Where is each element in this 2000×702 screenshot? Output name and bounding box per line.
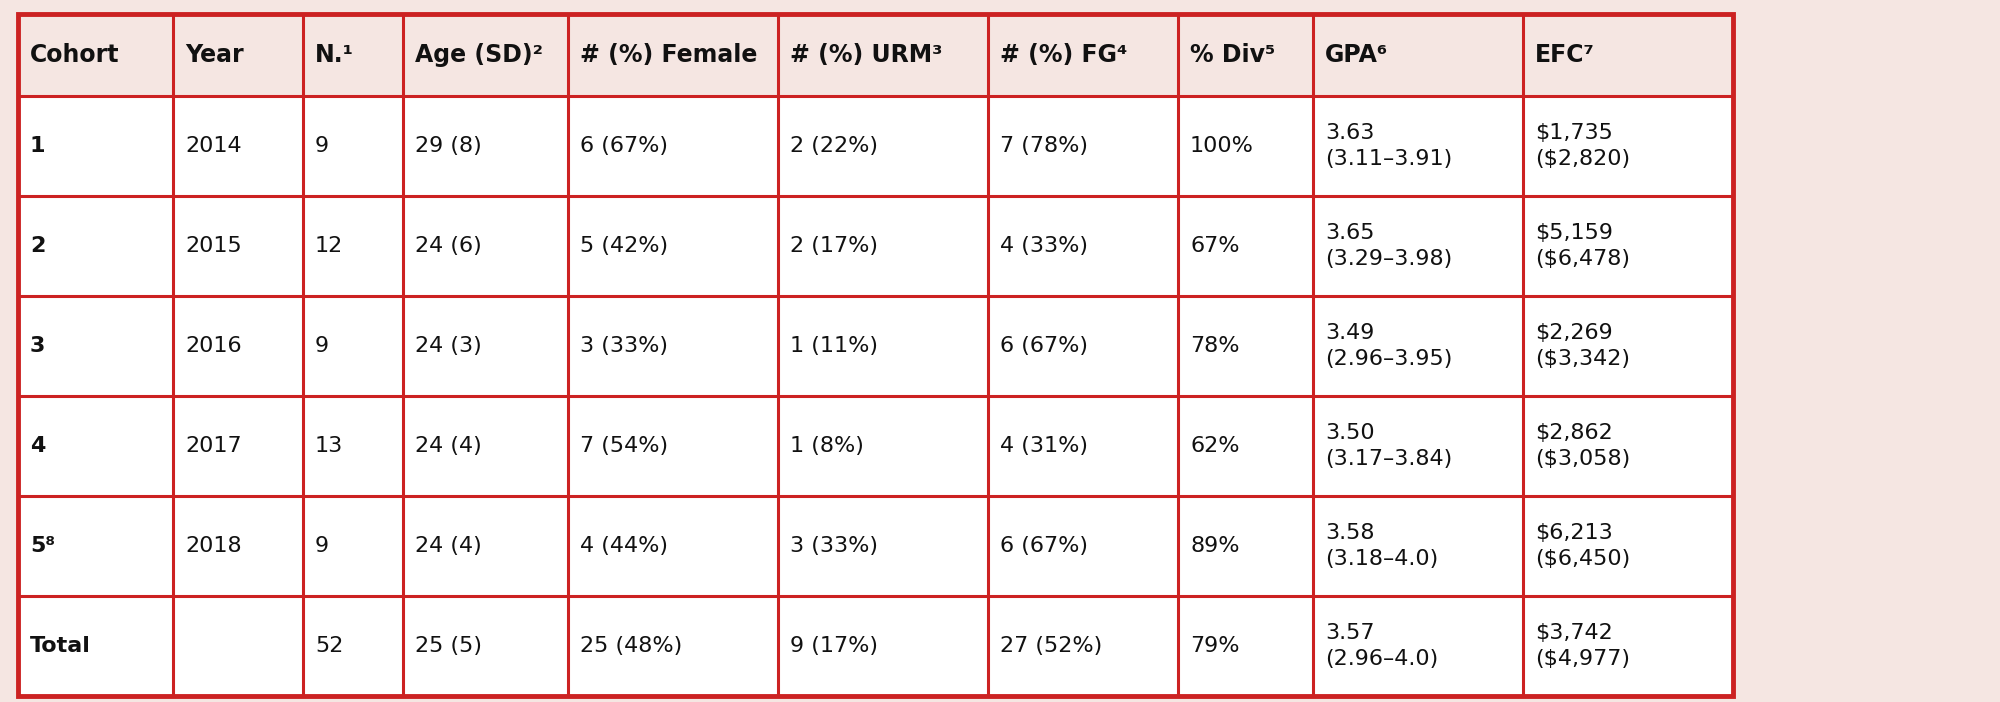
Text: 25 (48%): 25 (48%) (580, 636, 682, 656)
Text: 24 (4): 24 (4) (416, 536, 482, 556)
Text: 79%: 79% (1190, 636, 1240, 656)
Text: 2017: 2017 (184, 436, 242, 456)
Text: 3.58
(3.18–4.0): 3.58 (3.18–4.0) (1324, 523, 1438, 569)
Text: 100%: 100% (1190, 136, 1254, 156)
Text: 24 (3): 24 (3) (416, 336, 482, 356)
Text: 5 (42%): 5 (42%) (580, 236, 668, 256)
Text: % Div⁵: % Div⁵ (1190, 43, 1276, 67)
Text: $3,742
($4,977): $3,742 ($4,977) (1536, 623, 1630, 669)
Bar (18, 14, 1732, 96)
Text: 3: 3 (30, 336, 46, 356)
Text: 7 (54%): 7 (54%) (580, 436, 668, 456)
Text: 3.57
(2.96–4.0): 3.57 (2.96–4.0) (1324, 623, 1438, 669)
Text: 5⁸: 5⁸ (30, 536, 56, 556)
Text: 67%: 67% (1190, 236, 1240, 256)
Text: 2014: 2014 (184, 136, 242, 156)
Text: EFC⁷: EFC⁷ (1536, 43, 1594, 67)
Text: 4 (31%): 4 (31%) (1000, 436, 1088, 456)
Text: 3 (33%): 3 (33%) (580, 336, 668, 356)
Text: $6,213
($6,450): $6,213 ($6,450) (1536, 523, 1630, 569)
Text: 2: 2 (30, 236, 46, 256)
Text: 6 (67%): 6 (67%) (1000, 536, 1088, 556)
Text: 29 (8): 29 (8) (416, 136, 482, 156)
Text: 12: 12 (316, 236, 344, 256)
Text: 24 (6): 24 (6) (416, 236, 482, 256)
Text: 2 (17%): 2 (17%) (790, 236, 878, 256)
Text: 9 (17%): 9 (17%) (790, 636, 878, 656)
Text: 3.65
(3.29–3.98): 3.65 (3.29–3.98) (1324, 223, 1452, 269)
Text: Year: Year (184, 43, 244, 67)
Text: GPA⁶: GPA⁶ (1324, 43, 1388, 67)
Text: Cohort: Cohort (30, 43, 120, 67)
Text: 3 (33%): 3 (33%) (790, 536, 878, 556)
Text: 3.49
(2.96–3.95): 3.49 (2.96–3.95) (1324, 323, 1452, 369)
Text: 78%: 78% (1190, 336, 1240, 356)
Text: 2015: 2015 (184, 236, 242, 256)
Text: 27 (52%): 27 (52%) (1000, 636, 1102, 656)
Text: $2,862
($3,058): $2,862 ($3,058) (1536, 423, 1630, 469)
Text: 4 (44%): 4 (44%) (580, 536, 668, 556)
Text: 4 (33%): 4 (33%) (1000, 236, 1088, 256)
Bar (18, 14, 1732, 696)
Text: 4: 4 (30, 436, 46, 456)
Text: # (%) FG⁴: # (%) FG⁴ (1000, 43, 1128, 67)
Text: Total: Total (30, 636, 90, 656)
Text: 2016: 2016 (184, 336, 242, 356)
Text: 89%: 89% (1190, 536, 1240, 556)
Text: 7 (78%): 7 (78%) (1000, 136, 1088, 156)
Text: # (%) URM³: # (%) URM³ (790, 43, 942, 67)
Bar (18, 14, 1732, 696)
Text: $2,269
($3,342): $2,269 ($3,342) (1536, 323, 1630, 369)
Text: 6 (67%): 6 (67%) (1000, 336, 1088, 356)
Text: 25 (5): 25 (5) (416, 636, 482, 656)
Text: 9: 9 (316, 536, 330, 556)
Text: 9: 9 (316, 336, 330, 356)
Text: 6 (67%): 6 (67%) (580, 136, 668, 156)
Text: 1 (8%): 1 (8%) (790, 436, 864, 456)
Text: 3.50
(3.17–3.84): 3.50 (3.17–3.84) (1324, 423, 1452, 469)
Text: Age (SD)²: Age (SD)² (416, 43, 544, 67)
Text: 3.63
(3.11–3.91): 3.63 (3.11–3.91) (1324, 123, 1452, 168)
Text: 52: 52 (316, 636, 344, 656)
Text: $5,159
($6,478): $5,159 ($6,478) (1536, 223, 1630, 269)
Text: 1 (11%): 1 (11%) (790, 336, 878, 356)
Text: 2 (22%): 2 (22%) (790, 136, 878, 156)
Text: # (%) Female: # (%) Female (580, 43, 758, 67)
Text: N.¹: N.¹ (316, 43, 354, 67)
Text: 9: 9 (316, 136, 330, 156)
Text: 2018: 2018 (184, 536, 242, 556)
Text: 62%: 62% (1190, 436, 1240, 456)
Text: $1,735
($2,820): $1,735 ($2,820) (1536, 123, 1630, 168)
Text: 1: 1 (30, 136, 46, 156)
Text: 24 (4): 24 (4) (416, 436, 482, 456)
Text: 13: 13 (316, 436, 344, 456)
